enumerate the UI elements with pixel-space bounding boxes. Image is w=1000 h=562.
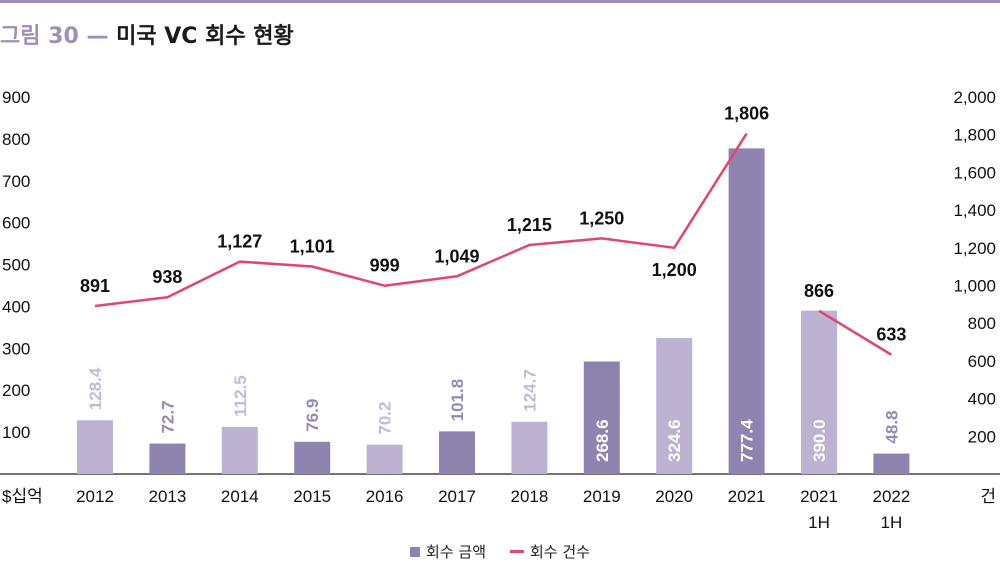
y-right-tick-label: 1,200 — [953, 239, 996, 258]
bar-value-label: 70.2 — [376, 402, 395, 435]
bar — [583, 361, 620, 474]
bar — [511, 421, 548, 474]
y-left-tick-label: 300 — [2, 339, 30, 358]
bar-value-label: 124.7 — [520, 369, 539, 412]
bar-value-label: 777.4 — [738, 419, 757, 462]
y-left-tick-label: 200 — [2, 381, 30, 400]
legend-bar-swatch — [410, 546, 421, 557]
legend-item-amount: 회수 금액 — [410, 541, 486, 562]
x-tick-label: 2018 — [510, 487, 548, 506]
legend-line-swatch — [510, 550, 524, 553]
line-point-label: 938 — [152, 267, 182, 287]
line-point-label: 891 — [80, 276, 110, 296]
count-line-segment — [94, 132, 748, 308]
bar — [294, 441, 331, 474]
line-point-label: 1,200 — [652, 260, 697, 280]
bar-value-label: 268.6 — [593, 419, 612, 462]
figure-label: 그림 30 — [0, 24, 79, 49]
y-left-tick-label: 400 — [2, 297, 30, 316]
bar-value-label: 324.6 — [665, 419, 684, 462]
line-point-label: 999 — [370, 256, 400, 276]
y-left-tick-label: 100 — [2, 423, 30, 442]
x-tick-label: 2021 — [728, 487, 766, 506]
bar — [221, 426, 258, 474]
title-dash: — — [86, 24, 109, 49]
bar-value-label: 101.8 — [448, 379, 467, 422]
line-point-label: 633 — [876, 325, 906, 345]
legend-label-amount: 회수 금액 — [426, 543, 486, 561]
y-right-tick-label: 1,000 — [953, 277, 996, 296]
x-tick-label: 2013 — [148, 487, 186, 506]
bar — [366, 444, 403, 474]
bar — [77, 420, 113, 474]
bar-value-label: 112.5 — [231, 375, 250, 417]
bar — [873, 453, 910, 474]
bar — [801, 310, 837, 474]
y-right-tick-label: 400 — [968, 390, 996, 409]
x-tick-label: 2016 — [366, 487, 404, 506]
line-point-label: 1,806 — [724, 104, 769, 124]
bar — [728, 148, 765, 474]
y-right-tick-label: 600 — [968, 352, 996, 371]
y-left-tick-label: 500 — [2, 256, 30, 275]
x-tick-label: 1H — [808, 513, 830, 532]
legend: 회수 금액 회수 건수 — [0, 541, 1000, 562]
y-left-unit: $십억 — [2, 487, 43, 506]
x-tick-label: 2019 — [583, 487, 621, 506]
y-right-tick-label: 1,400 — [953, 201, 996, 220]
line-point-label: 1,215 — [507, 215, 552, 235]
y-right-tick-label: 1,600 — [953, 163, 996, 182]
x-tick-label: 2012 — [76, 487, 114, 506]
bar-value-label: 48.8 — [882, 410, 901, 443]
bar-value-label: 390.0 — [810, 419, 829, 462]
y-right-unit: 건 — [980, 487, 996, 506]
y-right-tick-label: 1,800 — [953, 126, 996, 145]
y-left-tick-label: 800 — [2, 130, 30, 149]
line-point-label: 1,127 — [217, 232, 262, 252]
bar-value-label: 72.7 — [158, 400, 177, 433]
y-right-tick-label: 800 — [968, 314, 996, 333]
line-point-label: 1,250 — [579, 208, 624, 228]
line-point-label: 1,049 — [434, 246, 479, 266]
legend-label-count: 회수 건수 — [530, 543, 590, 561]
figure-title: 그림 30 — 미국 VC 회수 현황 — [0, 18, 294, 50]
x-tick-label: 1H — [881, 513, 903, 532]
bar-value-label: 128.4 — [86, 367, 105, 410]
x-tick-label: 2021 — [800, 487, 838, 506]
y-right-tick-label: 200 — [968, 427, 996, 446]
y-left-tick-label: 700 — [2, 172, 30, 191]
x-tick-label: 2022 — [872, 487, 910, 506]
x-tick-label: 2015 — [293, 487, 331, 506]
y-left-tick-label: 900 — [2, 88, 30, 107]
y-right-tick-label: 2,000 — [953, 88, 996, 107]
x-tick-label: 2014 — [221, 487, 259, 506]
legend-item-count: 회수 건수 — [510, 541, 590, 562]
page-title: 미국 VC 회수 현황 — [116, 24, 294, 49]
y-left-tick-label: 600 — [2, 214, 30, 233]
bar-value-label: 76.9 — [303, 399, 322, 432]
top-rule — [0, 0, 1000, 3]
line-point-label: 866 — [804, 281, 834, 301]
x-tick-label: 2020 — [655, 487, 693, 506]
bar — [149, 443, 186, 474]
bar — [656, 338, 693, 474]
count-line-segment — [818, 309, 893, 356]
x-tick-label: 2017 — [438, 487, 476, 506]
bar — [439, 431, 475, 474]
line-point-label: 1,101 — [290, 236, 335, 256]
